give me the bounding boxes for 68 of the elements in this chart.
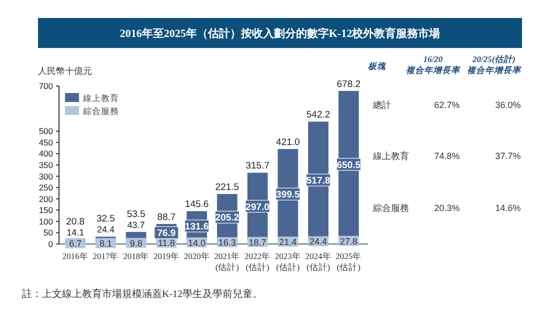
- total-label: 53.5: [126, 208, 146, 220]
- data-label: 14.0: [188, 238, 206, 248]
- y-tick-label: 450: [38, 137, 54, 148]
- x-tick-label: 2021年 (估計): [214, 251, 240, 272]
- y-axis-title: 人民幣十億元: [38, 66, 92, 76]
- y-tick-label: 100: [38, 216, 54, 226]
- data-label: 650.5: [336, 160, 362, 171]
- y-tick-label: 150: [38, 205, 54, 216]
- text: 62.7%: [434, 100, 460, 110]
- y-tick-label: 50: [44, 228, 54, 238]
- y-tick-label: 500: [38, 126, 54, 136]
- total-label: 421.0: [276, 136, 300, 148]
- text: 74.8%: [434, 151, 460, 161]
- text: 20.3%: [434, 203, 460, 213]
- text: 14.6%: [495, 203, 521, 213]
- text: 線上教育: [372, 151, 409, 161]
- y-tick-label: 200: [38, 194, 54, 204]
- y-tick-label: 250: [38, 182, 54, 193]
- total-label: 88.7: [157, 212, 176, 223]
- x-tick-label: 2024年 (估計): [305, 251, 332, 272]
- data-label: 18.7: [248, 237, 266, 248]
- data-label: 517.8: [306, 176, 330, 187]
- data-label: 76.9: [157, 228, 176, 240]
- total-label: 221.5: [215, 182, 240, 194]
- data-label: 205.2: [215, 212, 240, 224]
- legend-label: 線上教育: [82, 93, 119, 103]
- data-label: 9.8: [130, 238, 142, 248]
- data-label: 297.0: [246, 202, 270, 213]
- y-tick-label: 300: [38, 171, 54, 182]
- data-label: 14.1: [66, 227, 84, 238]
- text: 36.0%: [495, 100, 521, 110]
- legend-label: 綜合服務: [82, 106, 119, 116]
- x-tick-label: 2025年 (估計): [336, 251, 362, 272]
- total-label: 678.2: [336, 78, 361, 90]
- chart-title: 2016年至2025年（估計）按收入劃分的數字K-12校外教育服務市場: [120, 27, 440, 40]
- data-label: 6.7: [69, 238, 82, 249]
- total-label: 542.2: [306, 110, 330, 121]
- data-label: 11.8: [158, 238, 175, 248]
- data-label: 27.8: [340, 236, 358, 246]
- text: 綜合服務: [372, 203, 409, 213]
- total-label: 315.7: [246, 160, 270, 172]
- x-tick-label: 2017年: [92, 251, 119, 261]
- data-label: 8.1: [99, 238, 112, 249]
- x-tick-label: 2020年: [184, 251, 210, 261]
- text: 總計: [372, 100, 391, 110]
- data-label: 24.4: [310, 236, 328, 247]
- total-label: 145.6: [184, 199, 209, 210]
- total-label: 32.5: [96, 214, 115, 225]
- data-label: 399.5: [276, 190, 301, 201]
- data-label: 16.3: [218, 238, 236, 248]
- x-tick-label: 2016年: [62, 251, 88, 261]
- x-tick-label: 2018年: [123, 251, 150, 261]
- total-label: 20.8: [66, 216, 85, 228]
- y-tick-label: 400: [38, 148, 54, 159]
- x-tick-label: 2022年 (估計): [244, 251, 271, 272]
- data-label: 43.7: [127, 220, 145, 230]
- text: 16/20 複合年增長率: [406, 54, 461, 75]
- data-label: 24.4: [96, 224, 114, 235]
- y-tick-label: 0: [48, 239, 54, 249]
- x-tick-label: 2019年: [153, 251, 180, 261]
- text: 板塊: [367, 61, 386, 71]
- data-label: 131.6: [184, 221, 209, 232]
- text: 37.7%: [495, 151, 521, 161]
- y-tick-label: 350: [38, 160, 54, 170]
- y-tick-label: 700: [38, 81, 54, 91]
- x-tick-label: 2023年 (估計): [274, 251, 301, 272]
- text: 20/25(估計) 複合年增長率: [467, 54, 522, 75]
- text: 註：上文線上教育市場規模涵蓋K-12學生及學前兒童。: [22, 288, 263, 300]
